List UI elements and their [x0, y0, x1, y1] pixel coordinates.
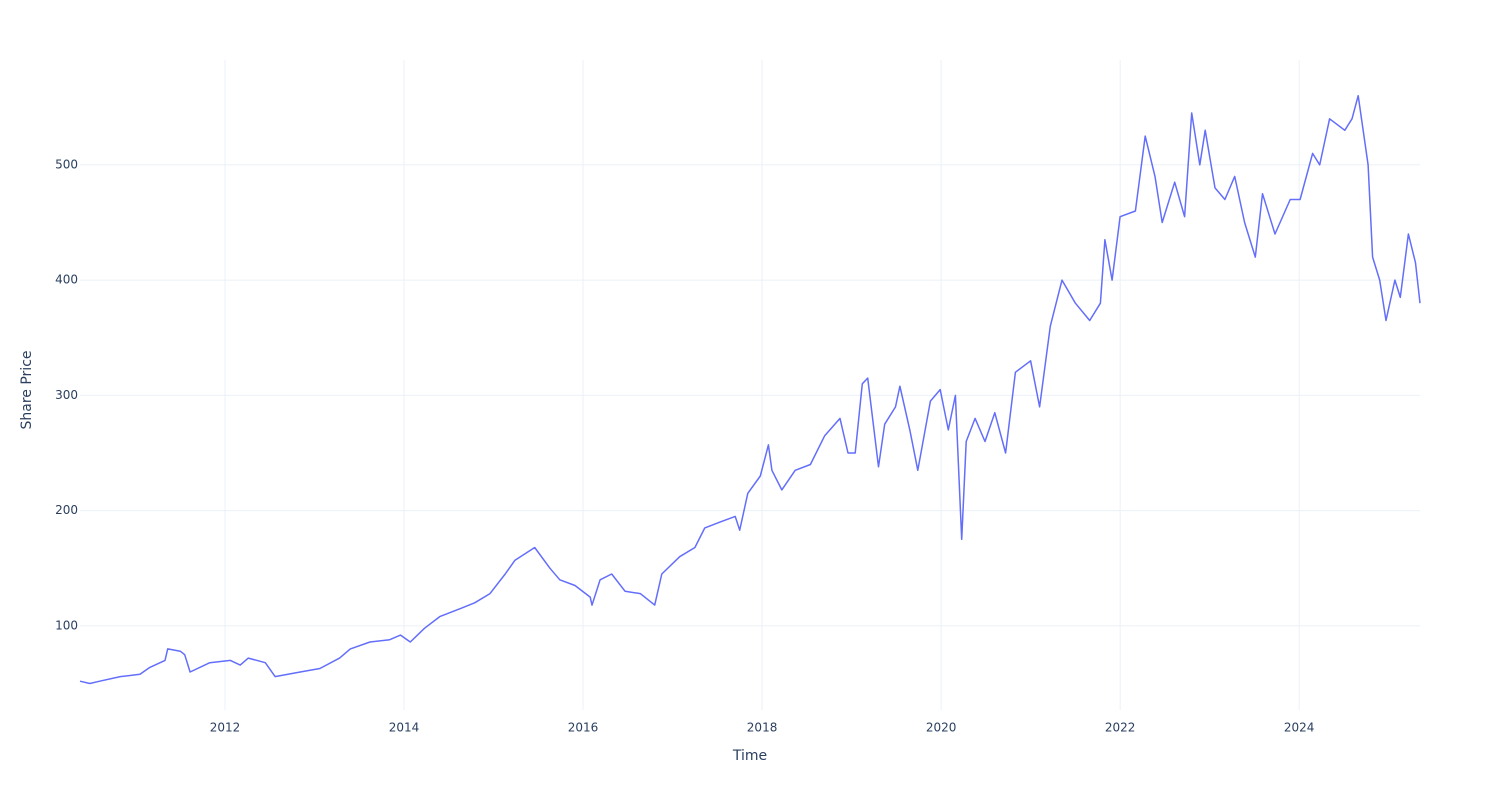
y-tick-label: 500: [55, 157, 78, 171]
y-tick-label: 300: [55, 388, 78, 402]
x-tick-label: 2014: [389, 721, 420, 735]
x-tick-label: 2022: [1105, 721, 1136, 735]
y-tick-label: 200: [55, 503, 78, 517]
x-tick-label: 2016: [568, 721, 599, 735]
y-axis-title: Share Price: [19, 350, 35, 429]
x-tick-label: 2020: [926, 721, 957, 735]
price-line: [79, 94, 1421, 685]
x-tick-label: 2012: [210, 721, 241, 735]
y-tick-label: 100: [55, 618, 78, 632]
x-tick-label: 2018: [747, 721, 778, 735]
x-axis-title: Time: [732, 748, 767, 764]
y-tick-label: 400: [55, 273, 78, 287]
x-tick-label: 2024: [1284, 721, 1315, 735]
